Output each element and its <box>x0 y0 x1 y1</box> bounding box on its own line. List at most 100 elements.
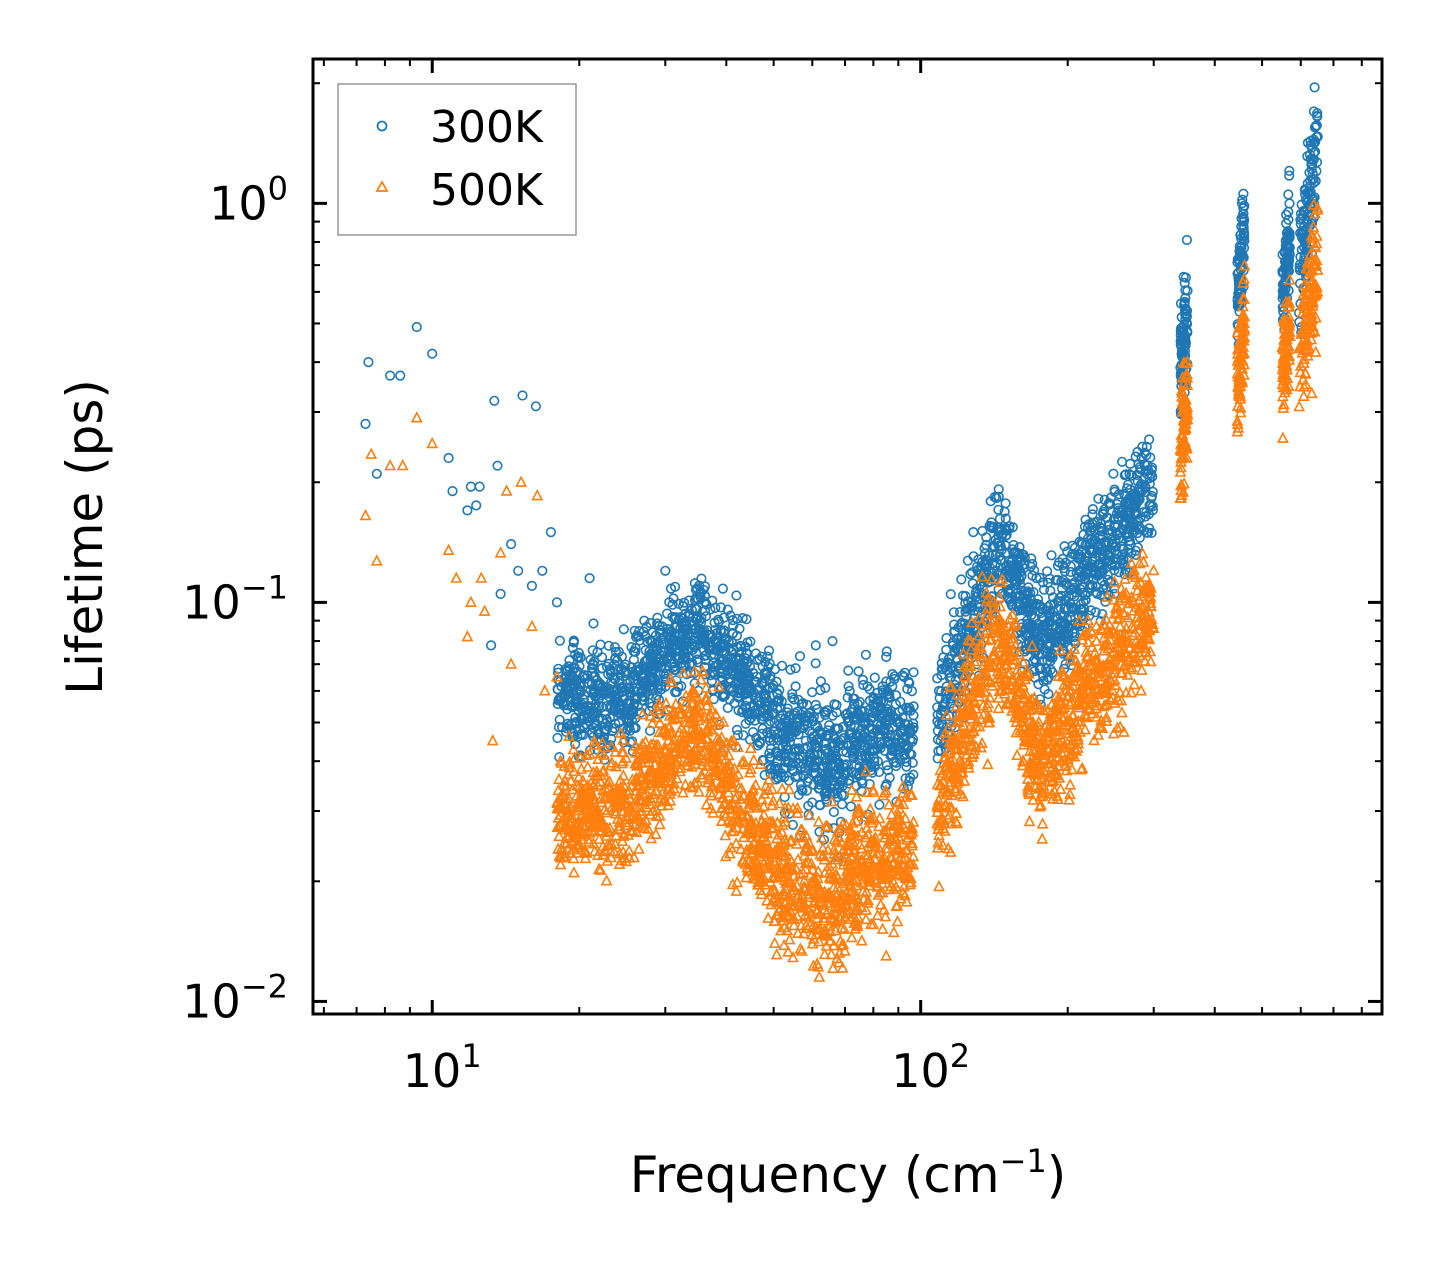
data-point <box>851 741 862 752</box>
data-point <box>669 687 681 698</box>
data-point <box>846 816 859 828</box>
data-point <box>1147 505 1158 516</box>
data-point <box>577 721 589 732</box>
data-point <box>609 745 622 757</box>
data-point <box>957 789 969 802</box>
data-point <box>768 914 781 926</box>
data-point <box>948 607 960 618</box>
data-point <box>579 712 590 723</box>
data-point <box>1116 554 1127 565</box>
data-point <box>812 960 825 972</box>
data-point <box>967 724 980 736</box>
data-point <box>965 601 977 613</box>
data-point <box>967 578 978 589</box>
data-point <box>567 742 580 755</box>
data-point <box>860 912 872 925</box>
data-point <box>652 679 664 690</box>
data-point <box>667 599 678 610</box>
data-point <box>688 705 701 717</box>
data-point <box>568 678 579 689</box>
data-point <box>879 910 892 922</box>
data-point <box>988 600 1001 613</box>
data-point <box>709 617 720 628</box>
data-point <box>898 671 910 683</box>
data-point <box>1105 492 1116 503</box>
data-point <box>1296 213 1307 224</box>
data-point <box>615 745 628 757</box>
data-point <box>844 685 855 697</box>
data-point <box>635 680 646 691</box>
data-point <box>601 776 614 788</box>
data-point <box>830 867 842 880</box>
data-point <box>588 618 599 629</box>
data-point <box>664 671 677 684</box>
data-point <box>887 876 900 888</box>
data-point <box>1237 194 1248 205</box>
data-point <box>876 922 889 934</box>
data-point <box>762 911 775 923</box>
data-point <box>568 751 581 763</box>
data-point <box>712 680 725 692</box>
data-point <box>979 654 992 667</box>
data-point <box>1002 580 1013 591</box>
data-point <box>1295 228 1306 239</box>
data-point <box>566 834 579 846</box>
data-point <box>622 678 633 689</box>
data-point <box>741 809 754 821</box>
data-point <box>658 668 669 680</box>
data-point <box>1084 560 1095 572</box>
data-point <box>865 811 878 823</box>
data-point <box>747 726 759 738</box>
data-point <box>1014 567 1025 578</box>
data-point <box>588 734 601 746</box>
data-point <box>595 795 608 808</box>
data-point <box>1023 814 1036 827</box>
data-point <box>597 748 610 760</box>
data-point <box>724 841 737 853</box>
data-point <box>752 801 765 813</box>
data-point <box>861 871 874 884</box>
data-point <box>731 590 742 601</box>
data-point <box>866 816 878 828</box>
data-point <box>934 763 947 776</box>
data-point <box>617 733 629 745</box>
data-point <box>818 885 831 897</box>
data-point <box>768 726 780 737</box>
data-point <box>1081 547 1092 559</box>
data-point <box>908 667 919 678</box>
data-point <box>838 944 851 956</box>
data-point <box>864 835 877 847</box>
data-point <box>886 743 898 754</box>
data-point <box>1080 589 1091 600</box>
data-point <box>569 649 581 660</box>
data-point <box>1055 625 1066 636</box>
data-point <box>1238 214 1250 225</box>
data-point <box>843 681 854 692</box>
data-point <box>845 801 857 812</box>
data-point <box>987 558 998 570</box>
data-point <box>819 706 830 717</box>
data-point <box>875 724 886 735</box>
data-point <box>845 930 858 943</box>
data-point <box>883 798 895 810</box>
data-point <box>1021 708 1034 720</box>
data-point <box>1045 627 1057 639</box>
data-point <box>890 833 903 845</box>
data-point <box>932 836 945 848</box>
data-point <box>879 827 892 840</box>
data-point <box>994 513 1006 525</box>
data-point <box>1311 157 1323 168</box>
data-point <box>585 706 596 717</box>
data-point <box>935 812 948 824</box>
data-point <box>974 685 987 697</box>
data-point <box>552 732 563 744</box>
data-point <box>1055 596 1066 607</box>
data-point <box>1011 748 1024 760</box>
data-point <box>881 646 892 657</box>
data-point <box>1099 504 1110 515</box>
data-point <box>605 740 618 752</box>
data-point <box>735 781 748 794</box>
data-point <box>771 696 782 707</box>
data-point <box>594 700 605 712</box>
